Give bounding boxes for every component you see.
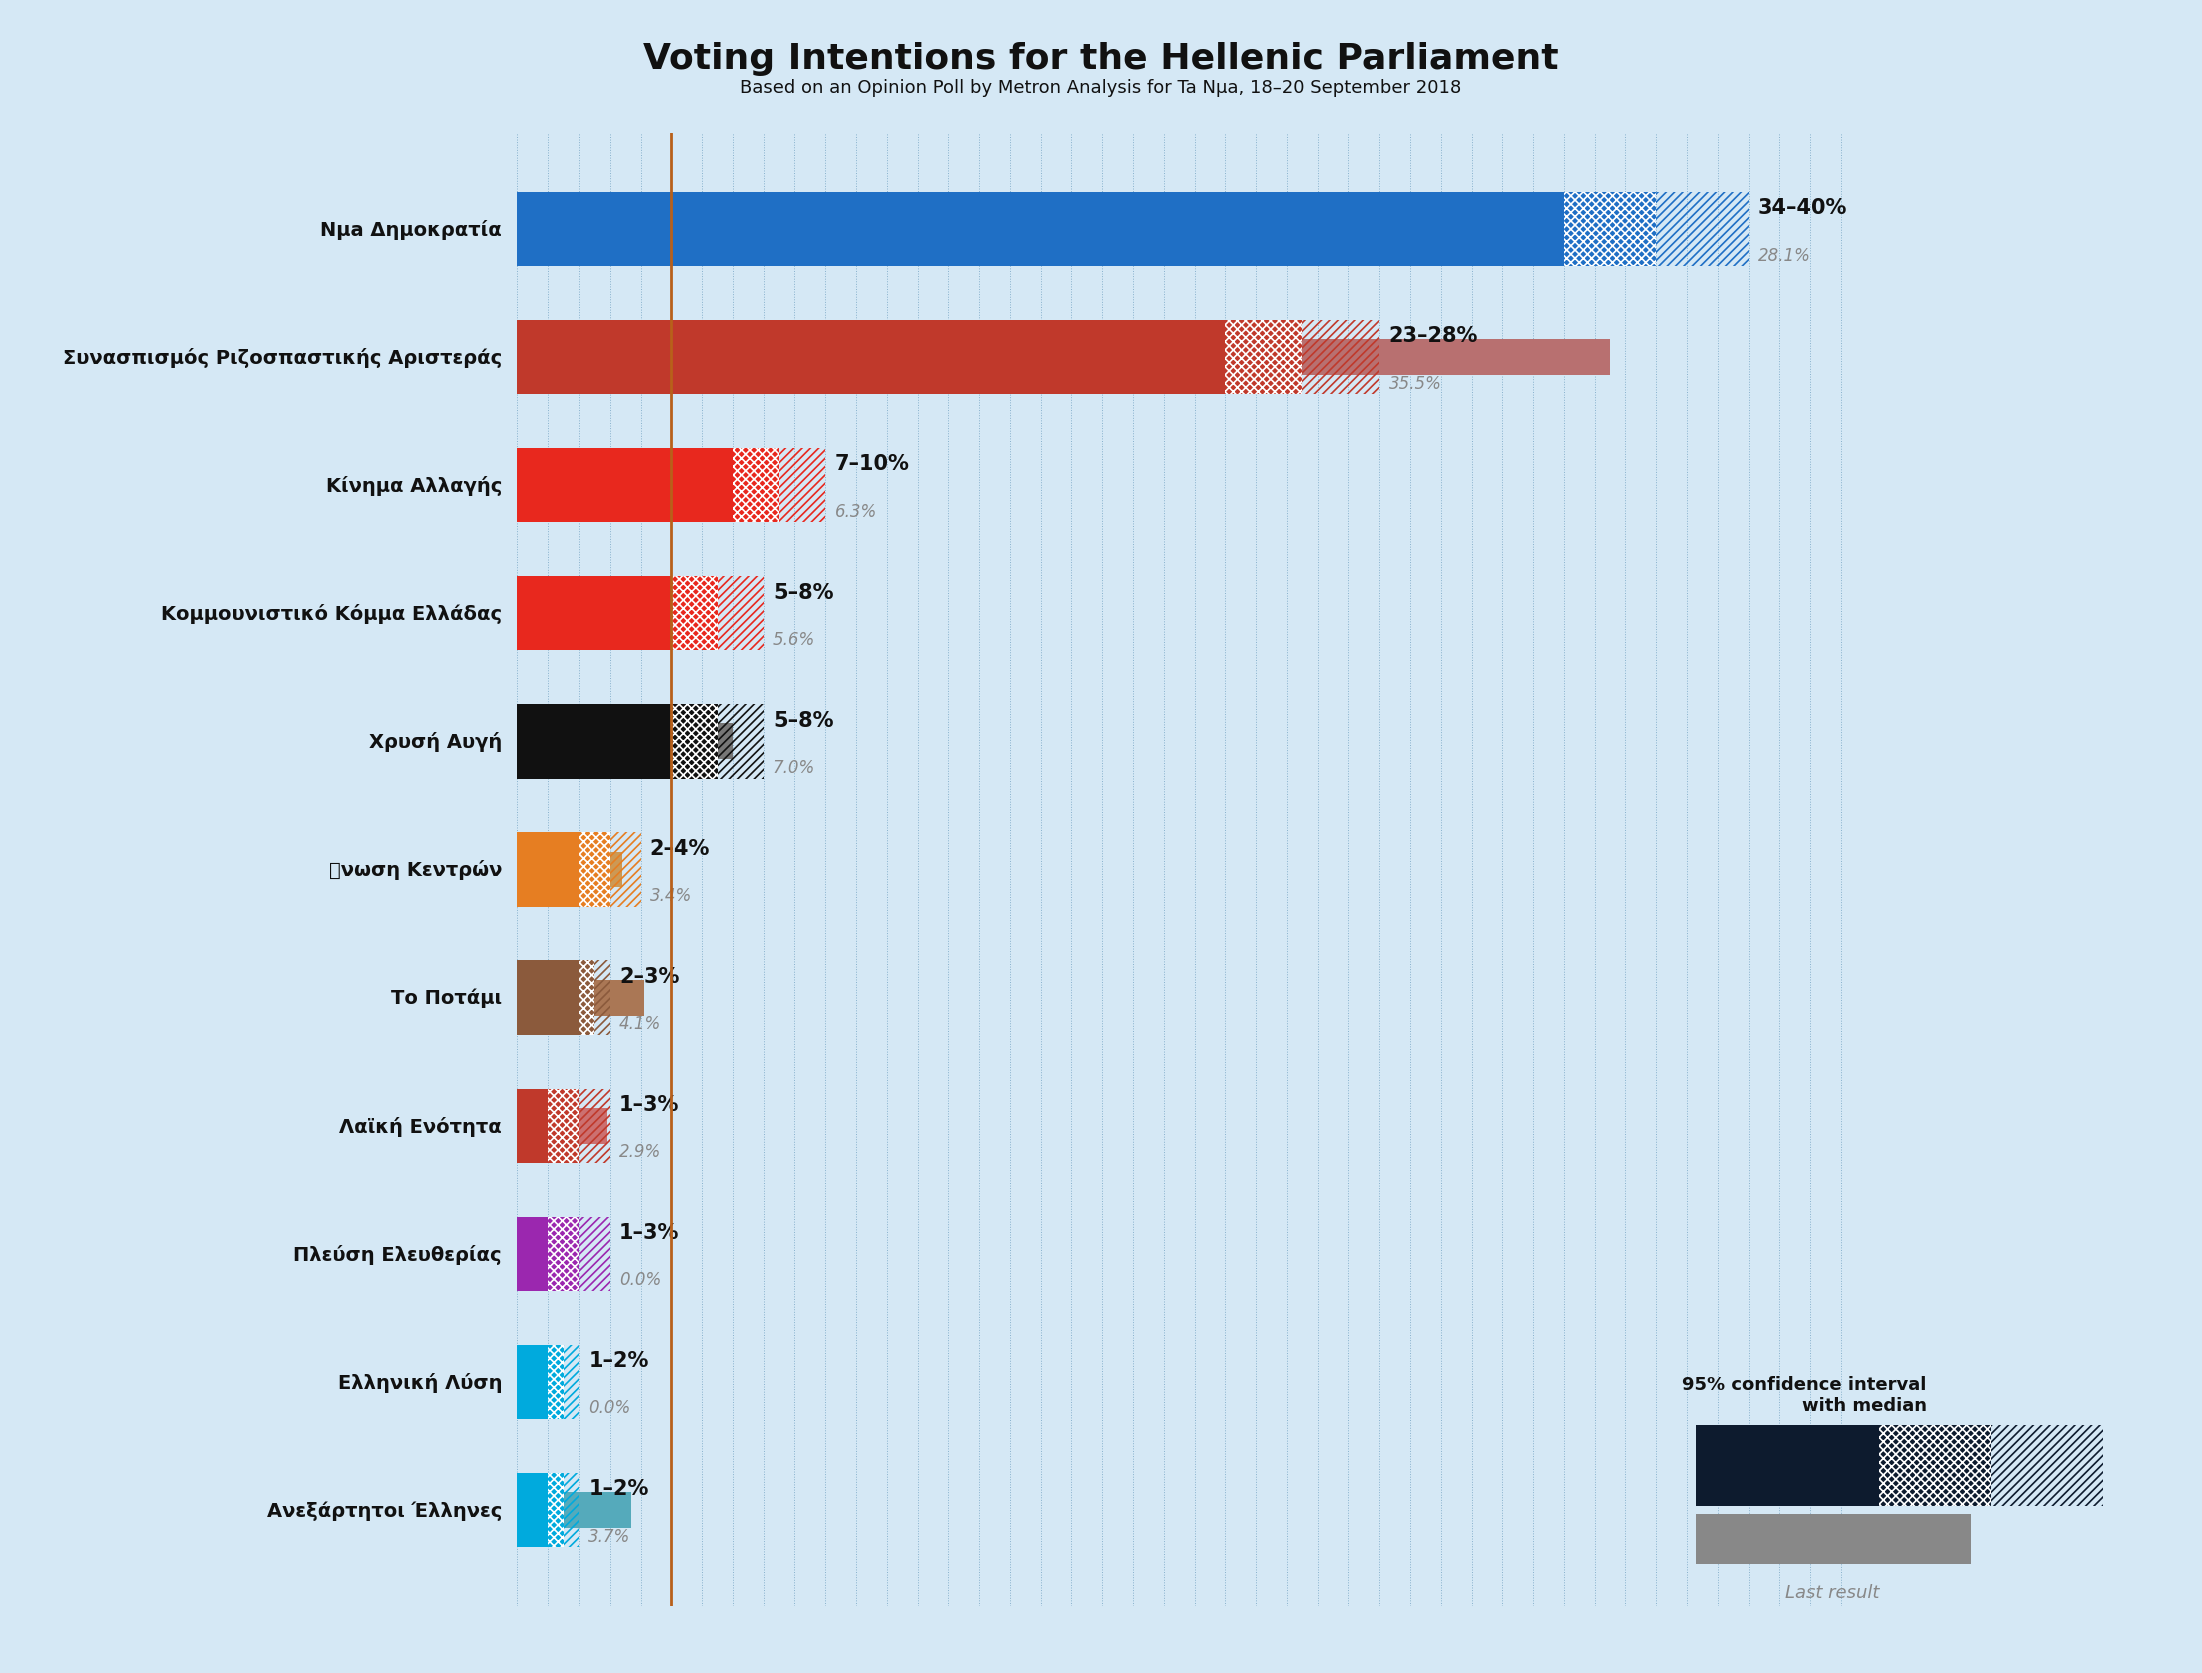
Bar (718, 704, 764, 780)
Bar (517, 321, 1224, 395)
Text: Το Ποτάμι: Το Ποτάμι (392, 989, 502, 1007)
Bar (610, 833, 641, 907)
Text: 2–3%: 2–3% (619, 967, 680, 985)
Text: 5–8%: 5–8% (773, 709, 832, 729)
Text: Nμa Δημοκρατία: Nμa Δημοκρατία (319, 219, 502, 239)
Text: 3.7%: 3.7% (588, 1527, 630, 1544)
Bar (517, 852, 623, 888)
Text: ΍νωση Κεντρών: ΍νωση Κεντρών (328, 860, 502, 880)
Text: 0.0%: 0.0% (619, 1270, 661, 1288)
Bar (548, 1472, 564, 1548)
Bar (517, 468, 711, 504)
Text: 5–8%: 5–8% (773, 582, 832, 602)
Text: Based on an Opinion Poll by Metron Analysis for Ta Nμa, 18–20 September 2018: Based on an Opinion Poll by Metron Analy… (740, 79, 1462, 97)
Text: Ανεξάρτητοι Έλληνες: Ανεξάρτητοι Έλληνες (266, 1501, 502, 1519)
Bar (548, 1089, 579, 1163)
Bar (564, 1345, 579, 1419)
Bar (579, 833, 610, 907)
Bar (517, 1472, 548, 1548)
Text: 4.1%: 4.1% (619, 1014, 661, 1032)
Text: Πλεύση Ελευθερίας: Πλεύση Ελευθερίας (293, 1245, 502, 1265)
Text: 1–2%: 1–2% (588, 1350, 650, 1370)
Bar (564, 1472, 579, 1548)
Text: Συνασπισμός Ριζοσπαστικής Αριστεράς: Συνασπισμός Ριζοσπαστικής Αριστεράς (64, 348, 502, 368)
Text: 28.1%: 28.1% (1757, 246, 1810, 264)
Text: Κομμουνιστικό Κόμμα Ελλάδας: Κομμουνιστικό Κόμμα Ελλάδας (161, 604, 502, 624)
Bar (517, 1345, 548, 1419)
Text: 35.5%: 35.5% (1389, 375, 1442, 393)
Bar (517, 704, 672, 780)
Text: 0.0%: 0.0% (588, 1399, 630, 1417)
Text: 2–4%: 2–4% (650, 838, 711, 858)
Bar (517, 724, 733, 760)
Bar (1563, 192, 1656, 268)
Bar (517, 980, 643, 1016)
Bar (517, 192, 1563, 268)
Bar (672, 704, 718, 780)
Text: 34–40%: 34–40% (1757, 197, 1847, 217)
Bar (517, 577, 672, 651)
Bar (517, 1089, 548, 1163)
Text: Ελληνική Λύση: Ελληνική Λύση (337, 1372, 502, 1392)
Bar (1656, 192, 1748, 268)
Text: 7.0%: 7.0% (773, 758, 815, 776)
Text: 3.4%: 3.4% (650, 887, 691, 905)
Bar (579, 960, 595, 1036)
Bar (579, 1216, 610, 1292)
Text: 1–2%: 1–2% (588, 1479, 650, 1499)
Bar (780, 448, 826, 524)
Text: 23–28%: 23–28% (1389, 326, 1478, 346)
Bar (517, 448, 733, 524)
Bar (517, 1108, 608, 1144)
Bar (733, 448, 780, 524)
Bar (517, 1492, 632, 1527)
Text: 2.9%: 2.9% (619, 1143, 661, 1161)
Text: 6.3%: 6.3% (835, 502, 876, 520)
Text: Λαϊκή Ενότητα: Λαϊκή Ενότητα (339, 1116, 502, 1136)
Bar (1301, 321, 1378, 395)
Text: Voting Intentions for the Hellenic Parliament: Voting Intentions for the Hellenic Parli… (643, 42, 1559, 75)
Bar (1696, 1425, 1878, 1506)
Text: 95% confidence interval
with median: 95% confidence interval with median (1682, 1375, 1927, 1414)
Text: 7–10%: 7–10% (835, 453, 909, 473)
Bar (517, 1216, 548, 1292)
Bar (1878, 1425, 1991, 1506)
Text: 1–3%: 1–3% (619, 1094, 680, 1114)
Bar (579, 1089, 610, 1163)
Bar (517, 960, 579, 1036)
Bar (548, 1216, 579, 1292)
Text: Last result: Last result (1786, 1583, 1878, 1601)
Text: 5.6%: 5.6% (773, 631, 815, 649)
Bar (517, 212, 1383, 248)
Bar (517, 833, 579, 907)
Text: Κίνημα Αλλαγής: Κίνημα Αλλαγής (326, 475, 502, 495)
Bar (517, 340, 1610, 376)
Bar (672, 577, 718, 651)
Bar (517, 596, 689, 632)
Text: 1–3%: 1–3% (619, 1223, 680, 1243)
Bar (718, 577, 764, 651)
Bar (1991, 1425, 2103, 1506)
Text: Χρυσή Αυγή: Χρυσή Αυγή (368, 733, 502, 751)
Bar (548, 1345, 564, 1419)
Bar (1224, 321, 1301, 395)
Bar (595, 960, 610, 1036)
